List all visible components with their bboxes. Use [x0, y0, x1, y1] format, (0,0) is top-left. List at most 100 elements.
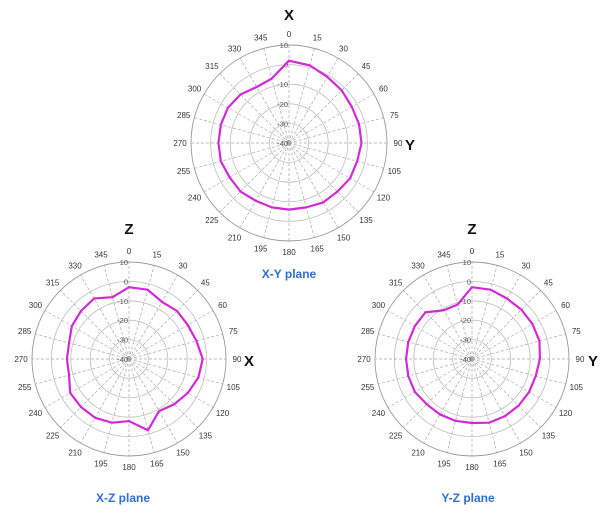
angle-tick-label: 105 — [570, 383, 584, 392]
grid-ring — [89, 319, 169, 399]
grid-spoke — [128, 274, 178, 360]
plane-title: Y-Z plane — [441, 491, 495, 505]
angle-tick-label: 210 — [411, 449, 425, 458]
data-point — [160, 300, 163, 303]
grid-spoke — [288, 48, 315, 144]
grid-spoke — [378, 333, 473, 360]
angle-tick-label: 180 — [282, 248, 296, 257]
data-point — [520, 308, 523, 311]
grid-spoke — [239, 142, 290, 229]
data-point — [70, 325, 73, 328]
angle-tick-label: 150 — [176, 449, 190, 458]
grid-ring — [70, 300, 188, 418]
right-axis-label: X — [244, 353, 254, 370]
data-point — [93, 297, 96, 300]
grid-spoke — [203, 93, 290, 144]
grid-ring — [249, 103, 329, 183]
grid-spoke — [471, 310, 557, 360]
data-point — [186, 391, 189, 394]
grid-spoke — [239, 57, 290, 144]
grid-spoke — [403, 358, 473, 428]
radial-tick-label: 10 — [463, 258, 471, 267]
angle-tick-label: 225 — [205, 216, 219, 225]
grid-spoke — [288, 73, 359, 144]
data-point — [538, 339, 541, 342]
angle-tick-label: 45 — [544, 279, 553, 288]
data-point — [425, 403, 428, 406]
radial-tick-label: -20 — [460, 316, 471, 325]
grid-spoke — [288, 93, 375, 144]
data-point — [438, 413, 441, 416]
data-point — [111, 296, 114, 299]
grid-spoke — [288, 142, 375, 193]
grid-spoke — [44, 358, 130, 408]
grid-spoke — [471, 358, 566, 385]
grid-spoke — [80, 358, 130, 444]
angle-tick-label: 150 — [519, 449, 533, 458]
radial-tick-label: 10 — [280, 41, 288, 50]
angle-tick-label: 45 — [201, 279, 210, 288]
grid-spoke — [35, 358, 130, 385]
plane-title: X-Z plane — [96, 491, 150, 505]
grid-ring — [413, 300, 531, 418]
angle-tick-label: 345 — [254, 34, 268, 43]
radial-tick-label: -40 — [460, 355, 471, 364]
data-point — [424, 311, 427, 314]
radial-tick-label: -30 — [277, 119, 288, 128]
radial-tick-label: 0 — [467, 277, 471, 286]
grid-spoke — [471, 274, 521, 360]
angle-tick-label: 225 — [389, 431, 403, 440]
angle-tick-label: 15 — [152, 251, 161, 260]
data-point — [456, 303, 459, 306]
radial-tick-label: -40 — [117, 355, 128, 364]
angle-tick-label: 330 — [68, 261, 82, 270]
grid-spoke — [60, 290, 130, 360]
pattern-trace — [404, 286, 542, 425]
grid-ring — [210, 64, 368, 222]
data-point — [69, 391, 72, 394]
grid-spoke — [219, 142, 290, 213]
grid-ring — [229, 83, 349, 203]
grid-spoke — [128, 358, 214, 408]
angle-tick-label: 105 — [388, 167, 402, 176]
right-axis-label: Y — [405, 137, 415, 154]
angle-tick-label: 90 — [233, 355, 242, 364]
grid-spoke — [288, 142, 315, 238]
data-point — [360, 142, 363, 144]
angle-tick-label: 165 — [311, 244, 325, 253]
data-point — [255, 85, 258, 88]
radial-tick-label: 0 — [124, 277, 128, 286]
data-point — [217, 142, 220, 144]
angle-tick-label: 30 — [522, 261, 531, 270]
radial-tick-label: -10 — [460, 297, 471, 306]
grid-spoke — [446, 358, 473, 453]
angle-tick-label: 165 — [493, 459, 507, 468]
angle-tick-label: 300 — [188, 85, 202, 94]
angle-tick-label: 120 — [216, 409, 230, 418]
data-point — [405, 358, 408, 360]
grid-spoke — [219, 73, 290, 144]
angle-tick-label: 315 — [46, 279, 60, 288]
data-point — [489, 288, 492, 291]
data-point — [413, 390, 416, 393]
angle-tick-label: 165 — [150, 459, 164, 468]
top-axis-label: Z — [467, 221, 476, 238]
grid-spoke — [103, 265, 130, 360]
grid-spoke — [423, 274, 473, 360]
radial-tick-label: 10 — [120, 258, 128, 267]
data-point — [239, 190, 242, 193]
polar-chart-0: 0 15 30 45 60 75 90 105 120 135 150 165 180 195 210 225… — [173, 7, 415, 281]
angle-tick-label: 45 — [362, 62, 371, 71]
data-point — [528, 390, 531, 393]
angle-tick-label: 105 — [227, 383, 241, 392]
grid-spoke — [288, 142, 384, 169]
angle-tick-label: 300 — [29, 301, 43, 310]
data-point — [471, 422, 473, 425]
angle-tick-label: 120 — [377, 194, 391, 203]
data-point — [534, 375, 537, 378]
angle-tick-label: 285 — [361, 327, 375, 336]
grid-ring — [452, 339, 492, 379]
grid-spoke — [471, 358, 521, 444]
angle-tick-label: 240 — [372, 409, 386, 418]
